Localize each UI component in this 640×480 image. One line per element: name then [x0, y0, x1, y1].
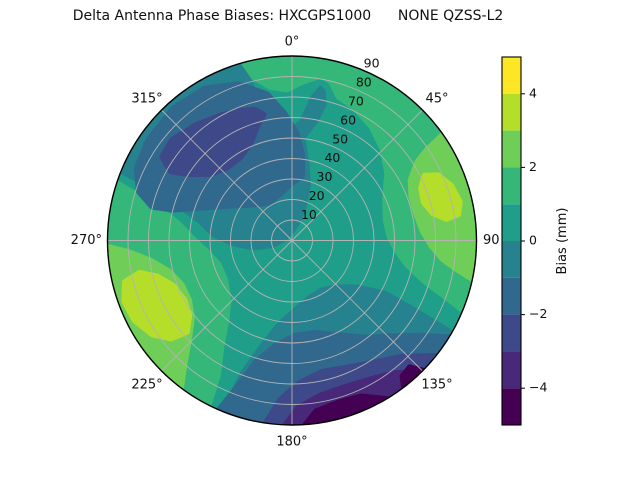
angular-tick-label-135: 135°	[421, 378, 452, 393]
angular-tick-label-0: 0°	[285, 35, 300, 50]
polar-grid	[107, 56, 477, 425]
radial-tick-label: 50	[332, 131, 348, 146]
radial-tick-label: 20	[309, 188, 325, 203]
radial-tick-label: 60	[340, 112, 356, 127]
contour-region-neg2-3mm-upperleft	[159, 107, 267, 177]
angular-tick-label-90: 90	[483, 233, 500, 248]
colorbar-tick-label: −4	[529, 380, 547, 395]
colorbar-segment	[502, 167, 521, 205]
colorbar-segment	[502, 204, 521, 241]
angular-tick-label-270: 270°	[71, 233, 102, 248]
colorbar-tick-label: 4	[529, 85, 537, 100]
colorbar-tick-label: 2	[529, 159, 537, 174]
radial-tick-label: 30	[317, 169, 333, 184]
angular-tick-label-45: 45°	[425, 92, 448, 107]
colorbar-ticks	[521, 93, 525, 389]
colorbar-segment	[502, 314, 521, 352]
colorbar-tick-label: −2	[529, 306, 547, 321]
colorbar-segment	[502, 241, 521, 278]
chart-title: Delta Antenna Phase Biases: HXCGPS1000 N…	[73, 8, 504, 24]
radial-tick-label: 90	[364, 56, 380, 71]
radial-tick-labels: 10 20 30 40 50 60 70 80 90	[301, 56, 380, 223]
colorbar-axis-label: Bias (mm)	[555, 208, 570, 275]
angular-tick-labels: 0° 45° 90 135° 180° 225° 270° 315°	[71, 35, 500, 450]
radial-tick-label: 70	[348, 93, 364, 108]
contour-region-neg4-5mm-small	[399, 364, 426, 390]
radial-tick-label: 80	[356, 75, 372, 90]
angular-tick-label-180: 180°	[276, 435, 307, 450]
colorbar-segment	[502, 130, 521, 168]
colorbar-tick-label: 0	[529, 233, 537, 248]
angular-tick-label-315: 315°	[131, 92, 162, 107]
radial-tick-label: 40	[324, 150, 340, 165]
angular-tick-label-225: 225°	[131, 378, 162, 393]
radial-tick-label: 10	[301, 207, 317, 222]
colorbar-segment	[502, 351, 521, 389]
colorbar-segment	[502, 57, 521, 94]
colorbar-segment	[502, 388, 521, 425]
colorbar-segment	[502, 277, 521, 315]
polar-axis-rim	[106, 55, 478, 426]
colorbar-segment	[502, 93, 521, 131]
colorbar: 4 2 0 −2 −4 Bias (mm)	[501, 56, 570, 426]
